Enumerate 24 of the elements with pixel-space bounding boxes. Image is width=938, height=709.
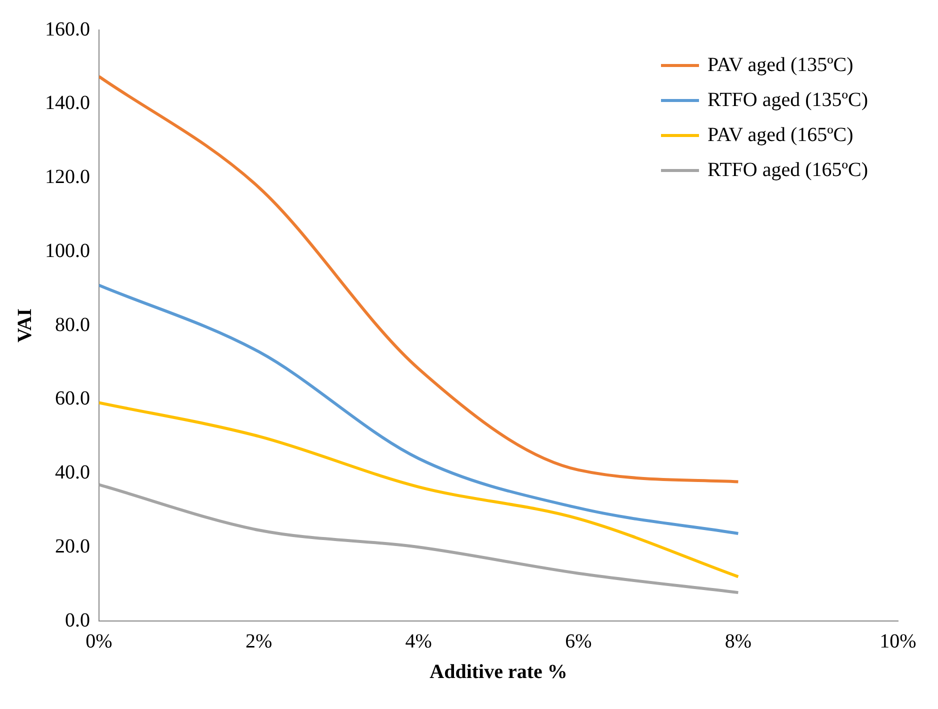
y-tick-label: 40.0 <box>55 462 90 484</box>
x-tick-label: 8% <box>724 630 752 652</box>
x-tick-label: 10% <box>880 630 916 652</box>
line-series <box>99 401 740 578</box>
line-series <box>99 284 740 535</box>
legend-label: PAV aged (165ºC) <box>707 124 854 147</box>
legend-label: RTFO aged (135ºC) <box>707 89 868 112</box>
x-tick-label: 4% <box>405 630 432 652</box>
y-tick-label: 60.0 <box>55 388 90 410</box>
y-tick-label: 80.0 <box>55 314 90 336</box>
line-series <box>99 483 740 594</box>
legend-label: PAV aged (135ºC) <box>707 54 854 77</box>
legend-label: RTFO aged (165ºC) <box>707 159 868 182</box>
x-axis-title: Additive rate % <box>430 661 568 684</box>
y-tick-label: 20.0 <box>55 535 90 558</box>
x-tick-label: 6% <box>565 630 592 652</box>
y-tick-label: 100.0 <box>45 240 90 262</box>
y-tick-label: 140.0 <box>45 92 90 114</box>
y-tick-label: 120.0 <box>45 166 90 188</box>
x-tick-label: 2% <box>245 630 272 652</box>
y-axis-title: VAI <box>14 308 36 343</box>
y-tick-label: 160.0 <box>45 18 90 40</box>
x-tick-label: 0% <box>86 630 112 652</box>
y-tick-label: 0.0 <box>65 609 90 632</box>
